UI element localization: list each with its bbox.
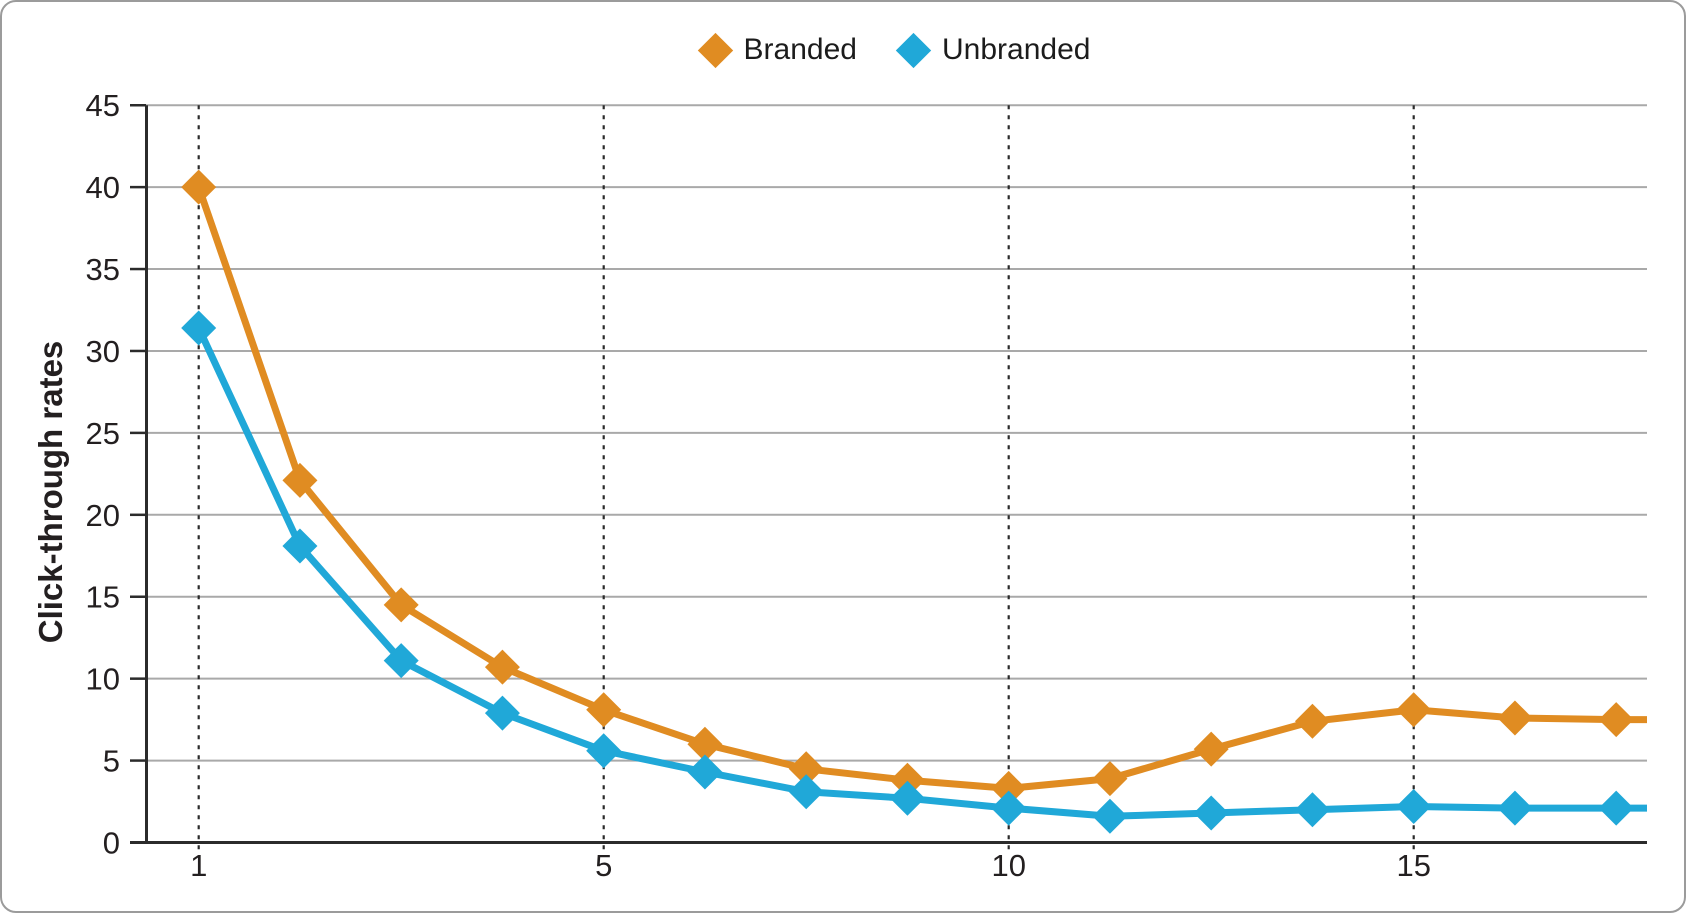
y-tick-label-25: 25 bbox=[86, 416, 120, 451]
y-tick-label-10: 10 bbox=[86, 662, 120, 697]
marker-unbranded-point-2 bbox=[282, 528, 318, 564]
legend-label: Unbranded bbox=[941, 33, 1091, 66]
x-tick-label-1: 1 bbox=[190, 848, 207, 883]
y-tick-label-40: 40 bbox=[86, 170, 120, 205]
marker-unbranded-point-9 bbox=[991, 790, 1027, 826]
marker-branded-point-14 bbox=[1497, 700, 1533, 736]
marker-branded-point-7 bbox=[788, 751, 824, 787]
marker-unbranded-point-7 bbox=[788, 774, 824, 810]
y-axis-title: Click-through rates bbox=[32, 341, 69, 644]
series-line-unbranded bbox=[195, 326, 1647, 820]
marker-branded-point-11 bbox=[1193, 731, 1229, 767]
marker-branded-point-15 bbox=[1598, 702, 1634, 738]
marker-branded-point-4 bbox=[484, 649, 520, 685]
marker-unbranded-point-14 bbox=[1497, 790, 1533, 826]
marker-unbranded-point-5 bbox=[586, 733, 622, 769]
marker-branded-point-13 bbox=[1396, 692, 1432, 728]
marker-unbranded-point-13 bbox=[1396, 788, 1432, 824]
series-line-branded bbox=[195, 185, 1647, 792]
branded-diamond-icon bbox=[697, 32, 733, 68]
x-tick-label-10: 10 bbox=[991, 848, 1025, 883]
marker-unbranded-point-1 bbox=[181, 310, 217, 346]
marker-unbranded-point-12 bbox=[1294, 792, 1330, 828]
marker-branded-point-12 bbox=[1294, 703, 1330, 739]
marker-unbranded-point-8 bbox=[889, 780, 925, 816]
y-tick-label-20: 20 bbox=[86, 498, 120, 533]
y-tick-label-15: 15 bbox=[86, 580, 120, 615]
marker-unbranded-point-6 bbox=[687, 754, 723, 790]
legend-item-branded: Branded bbox=[697, 32, 857, 68]
marker-branded-point-6 bbox=[687, 726, 723, 762]
x-tick-label-15: 15 bbox=[1396, 848, 1430, 883]
y-tick-label-35: 35 bbox=[86, 252, 120, 287]
marker-unbranded-point-11 bbox=[1193, 795, 1229, 831]
legend-item-unbranded: Unbranded bbox=[895, 32, 1091, 68]
y-tick-label-45: 45 bbox=[86, 88, 120, 123]
unbranded-diamond-icon bbox=[895, 32, 932, 68]
y-tick-label-5: 5 bbox=[103, 744, 120, 779]
marker-branded-point-8 bbox=[889, 762, 925, 798]
y-tick-label-30: 30 bbox=[86, 334, 120, 369]
marker-branded-point-2 bbox=[282, 462, 318, 498]
marker-unbranded-point-15 bbox=[1598, 790, 1634, 826]
marker-branded-point-1 bbox=[181, 169, 217, 205]
marker-unbranded-point-10 bbox=[1092, 798, 1128, 834]
marker-branded-point-3 bbox=[383, 587, 419, 623]
marker-unbranded-point-3 bbox=[383, 643, 419, 679]
x-tick-label-5: 5 bbox=[595, 848, 612, 883]
marker-branded-point-10 bbox=[1092, 761, 1128, 797]
y-tick-label-0: 0 bbox=[103, 826, 120, 861]
marker-unbranded-point-4 bbox=[484, 695, 520, 731]
legend-label: Branded bbox=[743, 33, 857, 66]
chart-legend: Branded Unbranded bbox=[146, 28, 1647, 72]
marker-branded-point-9 bbox=[991, 770, 1027, 806]
marker-branded-point-5 bbox=[586, 692, 622, 728]
